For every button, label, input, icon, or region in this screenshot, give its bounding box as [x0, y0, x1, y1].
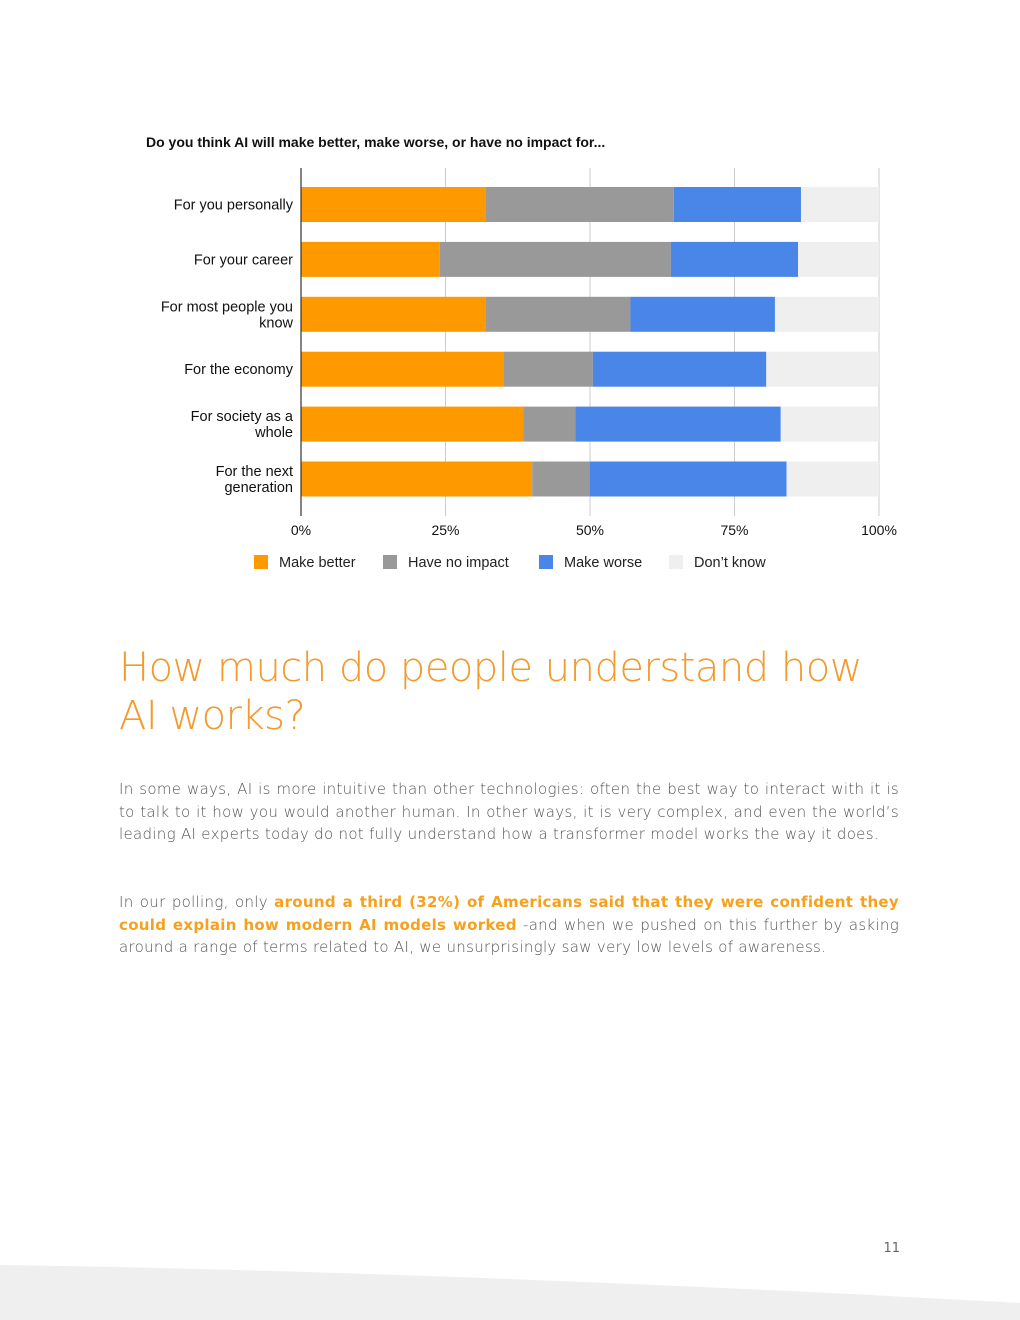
bar-segment	[780, 406, 879, 442]
bar-segment	[670, 241, 799, 277]
category-label: For society as a whole	[191, 409, 294, 441]
x-tick-label: 75%	[720, 522, 748, 538]
x-tick-label: 100%	[861, 522, 897, 538]
bar-segment	[301, 461, 533, 497]
category-label: For you personally	[174, 198, 294, 214]
bar-segment	[774, 296, 879, 332]
x-tick-label: 50%	[576, 522, 604, 538]
x-tick-label: 25%	[431, 522, 459, 538]
bar-segment	[800, 187, 879, 222]
chart-bars	[301, 187, 879, 497]
bar-segment	[575, 406, 781, 442]
bar-segment	[301, 351, 504, 387]
bar-segment	[798, 241, 879, 277]
category-label: For the economy	[184, 362, 294, 378]
chart-legend: Make better Have no impact Make worse Don’t…	[254, 555, 766, 571]
body-paragraph-1: In some ways, AI is more intuitive than …	[119, 780, 899, 843]
legend-label: Make worse	[564, 555, 642, 571]
legend-swatch	[383, 555, 397, 569]
highlight-text: around a third (32%) of Americans said t…	[119, 893, 899, 934]
bar-segment	[592, 351, 767, 387]
bar-segment	[301, 241, 440, 277]
category-labels: For you personally For your career For mos…	[161, 198, 294, 497]
stacked-bar-chart: For you personally For your career For mos…	[161, 168, 897, 571]
bar-segment	[301, 296, 486, 332]
bar-segment	[532, 461, 590, 497]
bar-segment	[630, 296, 775, 332]
legend-swatch	[669, 555, 683, 569]
bar-segment	[485, 296, 631, 332]
bar-segment	[503, 351, 593, 387]
legend-swatch	[539, 555, 553, 569]
section-heading: How much do people understand how AI wor…	[119, 645, 862, 739]
bar-segment	[301, 406, 524, 442]
bar-segment	[301, 187, 486, 222]
bar-segment	[766, 351, 879, 387]
bar-segment	[439, 241, 671, 277]
bar-segment	[485, 187, 674, 222]
x-tick-label: 0%	[291, 522, 311, 538]
legend-label: Don’t know	[694, 555, 766, 571]
x-tick-labels: 0% 25% 50% 75% 100%	[291, 522, 897, 538]
footer-wave-decoration	[0, 1265, 1020, 1320]
legend-label: Have no impact	[408, 555, 509, 571]
legend-swatch	[254, 555, 268, 569]
bar-segment	[523, 406, 576, 442]
page-number: 11	[883, 1241, 900, 1256]
category-label: For your career	[194, 252, 293, 268]
body-paragraph-2: In our polling, only around a third (32%…	[119, 891, 899, 959]
category-label: For the next generation	[216, 464, 293, 496]
bar-segment	[786, 461, 879, 497]
chart-title: Do you think AI will make better, make w…	[146, 134, 606, 150]
paragraph-2-rest: -and when we pushed on this further by a…	[119, 915, 899, 957]
category-label: For most people you know	[161, 299, 294, 331]
legend-label: Make better	[279, 555, 356, 571]
chart-gridlines	[445, 168, 880, 516]
bar-segment	[673, 187, 801, 222]
paragraph-2-intro: In our polling, only	[119, 893, 275, 911]
bar-segment	[590, 461, 787, 497]
